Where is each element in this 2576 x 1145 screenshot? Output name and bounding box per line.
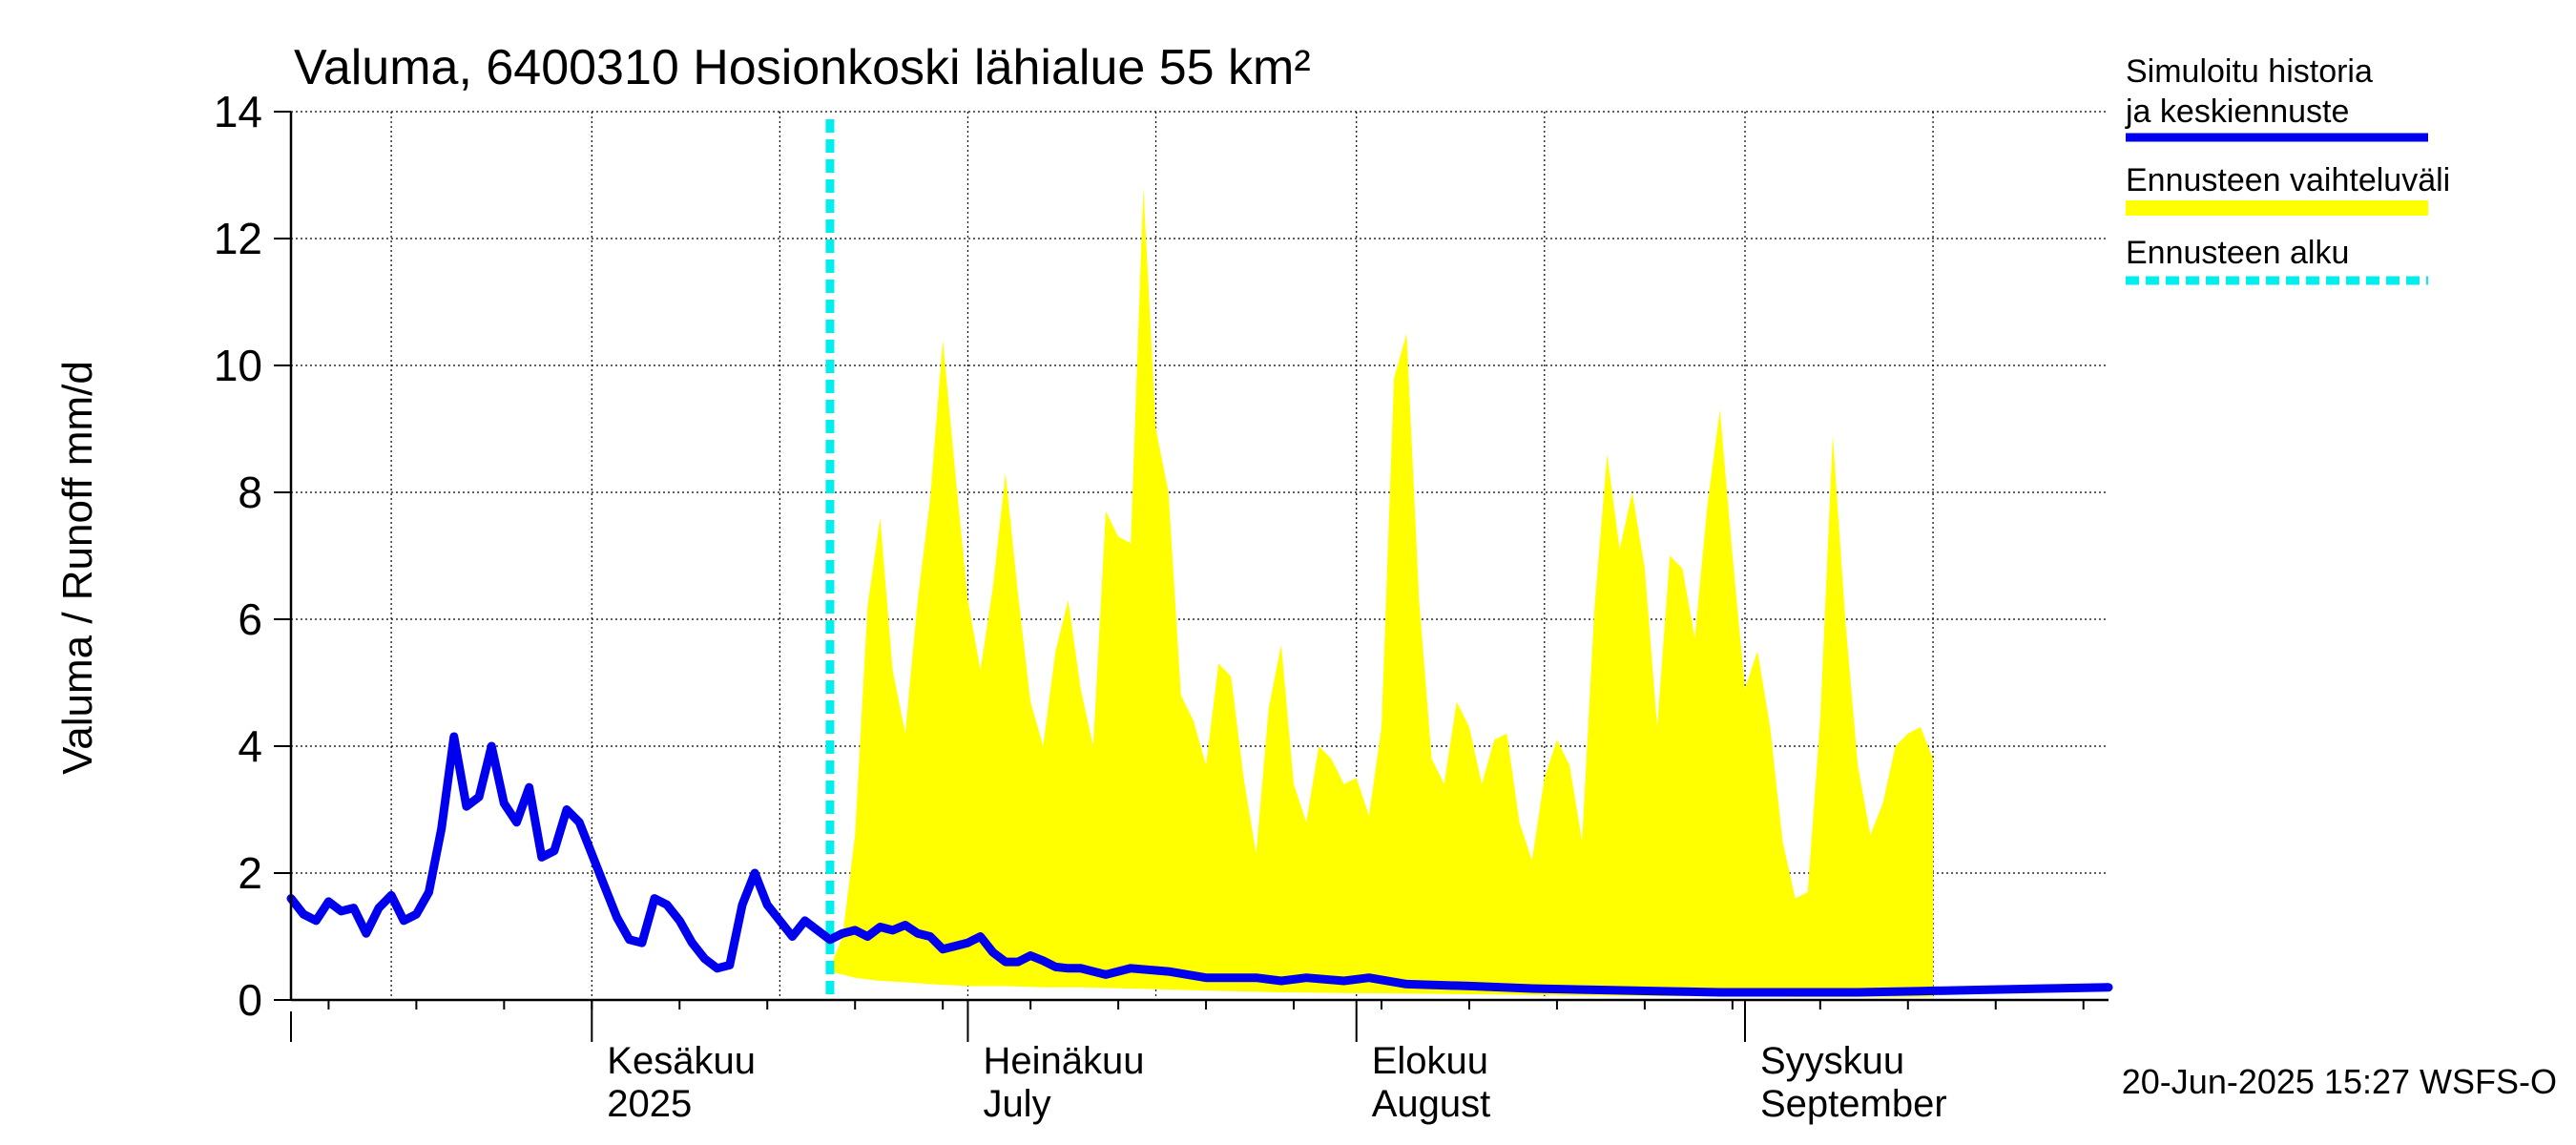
forecast-range-band bbox=[829, 187, 1934, 997]
y-tick-label: 8 bbox=[238, 468, 262, 517]
x-month-sublabel: September bbox=[1760, 1083, 1947, 1125]
x-month-label: Heinäkuu bbox=[983, 1040, 1144, 1082]
legend-label-simulated-cont: ja keskiennuste bbox=[2125, 94, 2349, 130]
legend-label-range: Ennusteen vaihteluväli bbox=[2126, 162, 2450, 198]
forecast-band-area bbox=[829, 187, 1934, 997]
y-tick-label: 2 bbox=[238, 848, 262, 898]
x-month-sublabel: July bbox=[983, 1083, 1050, 1125]
series-line-simulated bbox=[286, 732, 2113, 997]
axes bbox=[274, 111, 2109, 1042]
legend: Simuloitu historia ja keskiennuste Ennuste… bbox=[2125, 53, 2450, 285]
y-tick-label: 12 bbox=[214, 214, 262, 263]
x-month-label: Syyskuu bbox=[1760, 1040, 1904, 1082]
x-month-label: Kesäkuu bbox=[607, 1040, 756, 1082]
y-tick-label: 10 bbox=[214, 341, 262, 390]
legend-label-simulated: Simuloitu historia bbox=[2126, 53, 2373, 90]
y-tick-label: 6 bbox=[238, 594, 262, 644]
footer-timestamp: 20-Jun-2025 15:27 WSFS-O bbox=[2122, 1062, 2557, 1101]
y-tick-label: 14 bbox=[214, 87, 262, 136]
y-tick-labels: 0 2 4 6 8 10 12 14 bbox=[214, 87, 262, 1025]
x-month-sublabel: 2025 bbox=[607, 1083, 692, 1125]
x-month-sublabel: August bbox=[1372, 1083, 1491, 1125]
y-tick-label: 4 bbox=[238, 721, 262, 771]
legend-label-forecast-start: Ennusteen alku bbox=[2126, 235, 2349, 271]
chart-title: Valuma, 6400310 Hosionkoski lähialue 55 … bbox=[294, 40, 1311, 95]
y-axis-label: Valuma / Runoff mm/d bbox=[54, 361, 101, 775]
series-group bbox=[286, 732, 2113, 997]
x-month-label: Elokuu bbox=[1372, 1040, 1488, 1082]
y-tick-label: 0 bbox=[238, 975, 262, 1025]
